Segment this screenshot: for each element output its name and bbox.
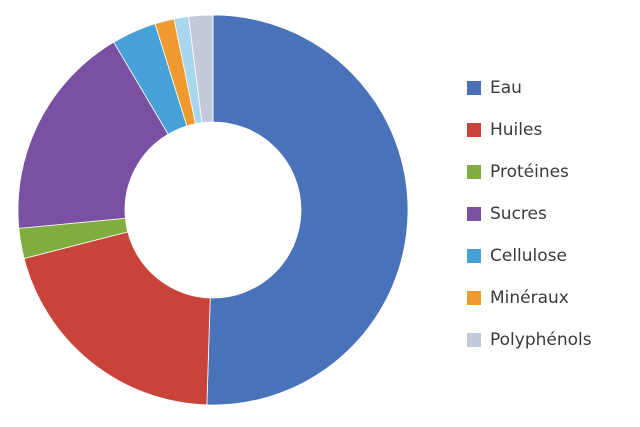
- donut-slice: [17, 41, 169, 229]
- donut-slice: [188, 14, 214, 124]
- legend-swatch: [467, 333, 481, 347]
- legend-swatch: [467, 165, 481, 179]
- legend-swatch: [467, 81, 481, 95]
- legend-label: Polyphénols: [490, 330, 592, 350]
- legend-swatch: [467, 249, 481, 263]
- donut-slice: [23, 231, 211, 406]
- legend-label: Huiles: [490, 120, 542, 140]
- legend-swatch: [467, 291, 481, 305]
- legend-swatch: [467, 207, 481, 221]
- legend-label: Sucres: [490, 204, 547, 224]
- legend-swatch: [467, 123, 481, 137]
- legend-label: Cellulose: [490, 246, 567, 266]
- legend-label: Eau: [490, 78, 522, 98]
- donut-slice: [206, 14, 409, 406]
- legend-label: Protéines: [490, 162, 569, 182]
- legend-label: Minéraux: [490, 288, 569, 308]
